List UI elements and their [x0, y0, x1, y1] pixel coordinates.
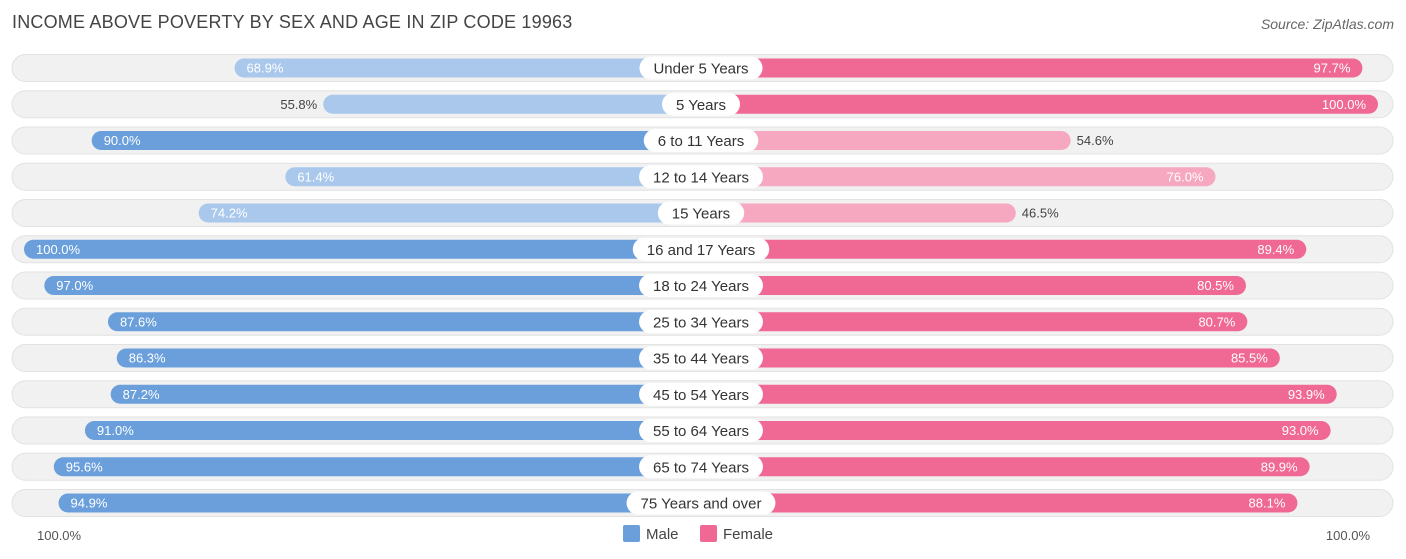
- male-value-label: 95.6%: [66, 459, 103, 474]
- category-label-pill: [626, 491, 776, 515]
- female-value-label: 89.9%: [1261, 459, 1298, 474]
- category-label: 55 to 64 Years: [653, 423, 749, 440]
- category-label: 18 to 24 Years: [653, 278, 749, 295]
- category-label-pill: [639, 346, 763, 370]
- male-value-label: 74.2%: [211, 206, 248, 221]
- female-bar: [701, 131, 1071, 150]
- female-bar: [701, 239, 1307, 259]
- category-label-pill: [639, 382, 763, 406]
- category-label: 16 and 17 Years: [647, 242, 755, 259]
- legend-female-swatch: [700, 525, 717, 542]
- axis-right-label: 100.0%: [1326, 528, 1371, 543]
- category-label-pill: [639, 274, 763, 297]
- female-bar: [701, 384, 1337, 404]
- male-value-label: 91.0%: [97, 423, 134, 438]
- female-bar: [701, 58, 1363, 78]
- female-bar: [701, 421, 1331, 440]
- female-value-label: 89.4%: [1257, 242, 1294, 257]
- female-value-label: 88.1%: [1249, 496, 1286, 511]
- male-bar: [110, 384, 701, 404]
- female-value-label: 54.6%: [1077, 133, 1114, 148]
- male-bar: [198, 203, 701, 223]
- female-value-label: 46.5%: [1022, 206, 1059, 221]
- category-label-pill: [643, 129, 759, 152]
- male-bar: [91, 131, 701, 150]
- category-label: 35 to 44 Years: [653, 351, 749, 368]
- male-value-label: 94.9%: [71, 496, 108, 511]
- female-bar: [701, 312, 1248, 332]
- female-value-label: 93.0%: [1282, 423, 1319, 438]
- male-bar: [58, 493, 702, 513]
- category-label: 45 to 54 Years: [653, 387, 749, 404]
- legend-male-swatch: [623, 525, 640, 542]
- male-value-label: 100.0%: [36, 242, 81, 257]
- female-value-label: 76.0%: [1167, 169, 1204, 184]
- category-label: Under 5 Years: [653, 61, 748, 78]
- female-bar: [701, 348, 1280, 368]
- category-label-pill: [639, 455, 763, 479]
- category-label-pill: [632, 237, 770, 261]
- female-bar: [701, 167, 1216, 187]
- category-label: 65 to 74 Years: [653, 459, 749, 476]
- axis-left-label: 100.0%: [37, 528, 82, 543]
- category-label: 25 to 34 Years: [653, 314, 749, 331]
- female-bar: [701, 276, 1246, 295]
- male-bar: [44, 276, 702, 295]
- chart-title: INCOME ABOVE POVERTY BY SEX AND AGE IN Z…: [12, 12, 573, 32]
- male-bar: [24, 239, 701, 259]
- male-value-label: 55.8%: [280, 97, 317, 112]
- category-label-pill: [639, 310, 763, 334]
- female-bar: [701, 203, 1016, 223]
- male-bar: [116, 348, 701, 368]
- female-bar: [701, 493, 1298, 513]
- category-label: 15 Years: [672, 206, 730, 223]
- female-bar: [701, 94, 1378, 114]
- female-value-label: 80.5%: [1197, 278, 1234, 293]
- category-label-pill: [657, 201, 745, 225]
- legend-female-label: Female: [723, 526, 773, 543]
- category-label-pill: [639, 165, 763, 189]
- source-note: Source: ZipAtlas.com: [1260, 16, 1394, 32]
- female-value-label: 100.0%: [1322, 97, 1367, 112]
- male-bar: [107, 312, 701, 332]
- male-bar: [234, 58, 701, 78]
- category-label: 12 to 14 Years: [653, 169, 749, 186]
- male-value-label: 68.9%: [247, 61, 284, 76]
- female-value-label: 85.5%: [1231, 351, 1268, 366]
- legend-male-label: Male: [646, 526, 679, 543]
- category-label-pill: [639, 419, 763, 442]
- female-value-label: 93.9%: [1288, 387, 1325, 402]
- male-value-label: 90.0%: [104, 133, 141, 148]
- category-label: 75 Years and over: [641, 496, 762, 513]
- male-bar: [84, 421, 702, 440]
- male-bar: [53, 457, 701, 477]
- male-value-label: 97.0%: [56, 278, 93, 293]
- female-value-label: 80.7%: [1198, 314, 1235, 329]
- male-value-label: 61.4%: [297, 169, 334, 184]
- female-value-label: 97.7%: [1314, 61, 1351, 76]
- female-bar: [701, 457, 1310, 477]
- male-value-label: 87.6%: [120, 314, 157, 329]
- category-label-pill: [639, 56, 763, 80]
- male-value-label: 87.2%: [123, 387, 160, 402]
- male-value-label: 86.3%: [129, 351, 166, 366]
- category-label-pill: [661, 92, 741, 116]
- male-bar: [323, 94, 701, 114]
- category-label: 5 Years: [676, 97, 726, 114]
- category-label: 6 to 11 Years: [658, 133, 744, 150]
- male-bar: [285, 167, 701, 187]
